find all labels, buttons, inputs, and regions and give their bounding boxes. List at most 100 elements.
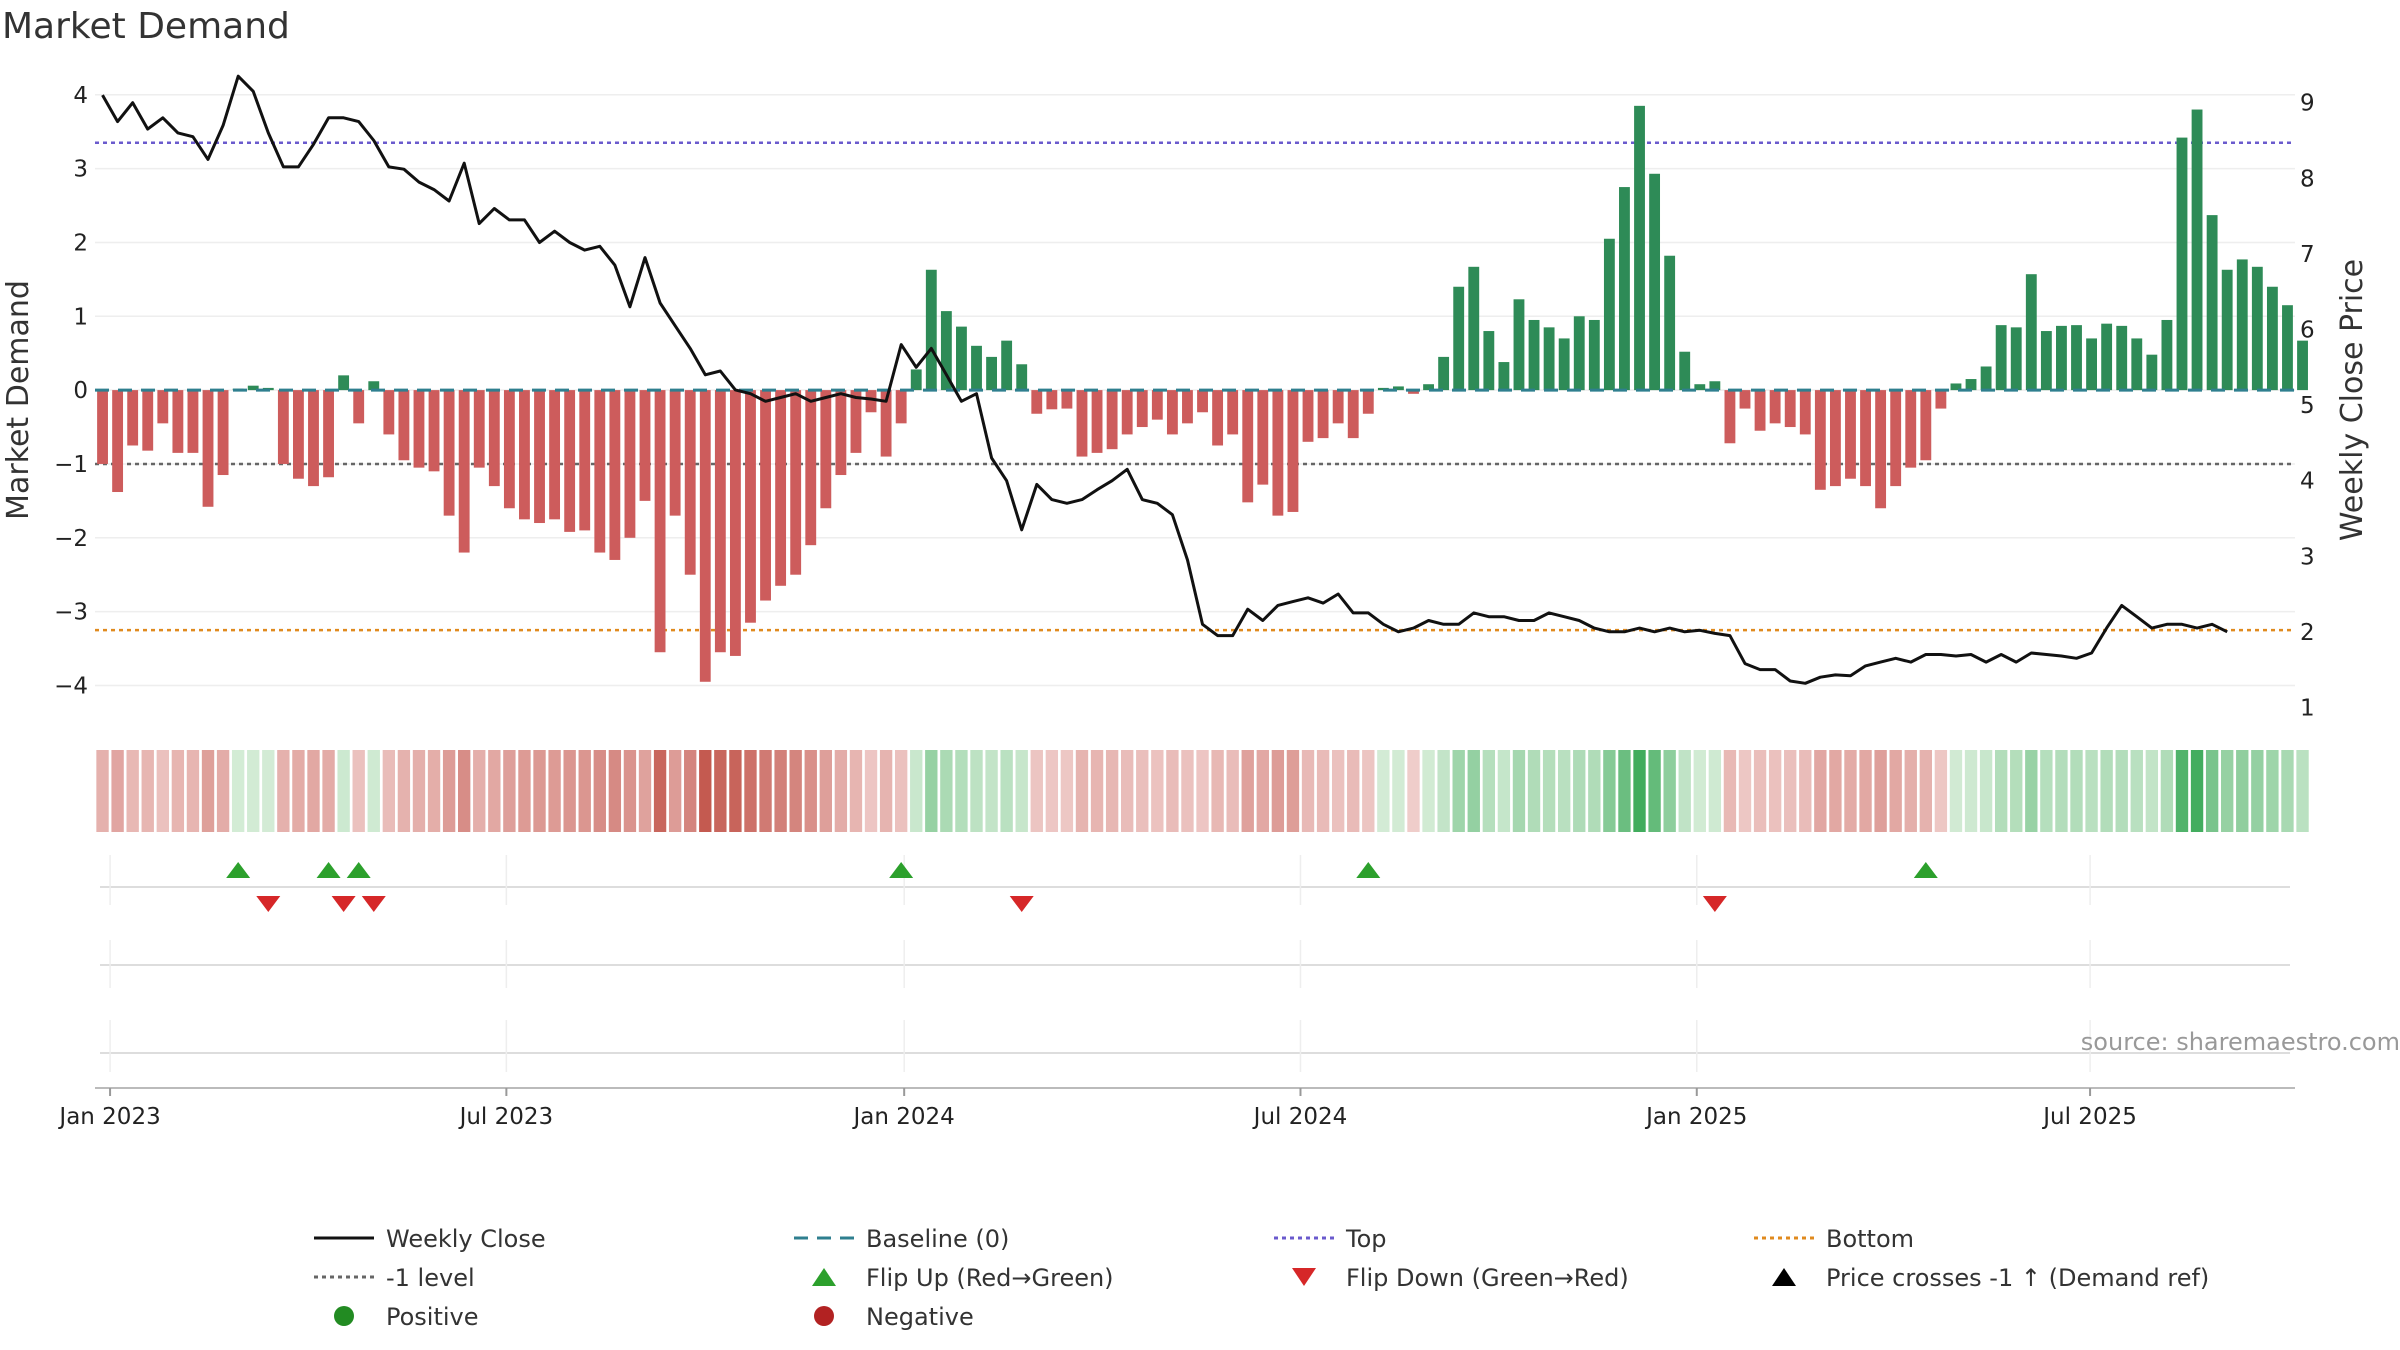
demand-bar (338, 375, 350, 391)
right-tick-label: 5 (2300, 393, 2315, 419)
demand-bar (1995, 325, 2007, 391)
heat-strip-cell (1573, 750, 1586, 832)
heat-strip-cell (1105, 750, 1119, 832)
demand-bar (2206, 215, 2218, 391)
heat-strip-cell (2205, 750, 2219, 832)
demand-bar (594, 390, 606, 553)
demand-bar (1302, 390, 1314, 442)
heat-strip-cell (1211, 750, 1224, 832)
demand-bar (353, 390, 365, 424)
heat-strip-cell (141, 750, 154, 832)
heat-strip-cell (2251, 750, 2264, 832)
demand-bar (97, 390, 108, 464)
heat-strip-cell (1407, 750, 1420, 832)
demand-bar (1634, 105, 1645, 391)
demand-bar (2086, 338, 2097, 391)
heat-strip-cell (1844, 750, 1857, 832)
demand-bar (1845, 390, 1856, 479)
demand-bar (1513, 299, 1525, 391)
demand-bar (172, 390, 184, 453)
demand-bar (669, 390, 681, 516)
legend-label: Baseline (0) (866, 1225, 1009, 1253)
demand-bar (1573, 316, 1585, 391)
demand-bar (714, 390, 726, 653)
demand-bar (1709, 381, 1721, 391)
heat-strip-cell (1271, 750, 1285, 832)
demand-bar (519, 390, 530, 520)
demand-bar (1965, 379, 1977, 391)
demand-bar (1317, 390, 1329, 439)
demand-bar (1106, 390, 1118, 450)
heat-strip-cell (1362, 750, 1375, 832)
heat-strip-cell (759, 750, 772, 832)
left-tick-label: −2 (54, 526, 88, 552)
demand-bar (1875, 390, 1887, 509)
left-axis-ticks: 4 3 2 1 0 −1 −2 −3 −4 (54, 83, 88, 700)
demand-bar (2131, 338, 2143, 391)
demand-bar (277, 390, 289, 464)
demand-bar (383, 390, 395, 435)
demand-bar (880, 390, 892, 457)
flip-down-marker (361, 896, 386, 912)
heat-strip-cell (1015, 750, 1028, 832)
heat-strip-cell (126, 750, 139, 832)
legend-item: Flip Up (Red→Green) (812, 1264, 1114, 1292)
demand-bar (865, 390, 877, 413)
heat-strip-cell (1829, 750, 1842, 832)
demand-bar (1166, 390, 1178, 435)
heat-strip-cell (1753, 750, 1767, 832)
heat-strip-cell (277, 750, 290, 832)
left-axis-title: Market Demand (1, 280, 36, 520)
flip-up-marker (1913, 862, 1938, 878)
legend-label: Price crosses -1 ↑ (Demand ref) (1826, 1264, 2209, 1292)
right-tick-label: 4 (2300, 469, 2315, 495)
demand-bar (1031, 390, 1043, 414)
right-tick-label: 7 (2300, 242, 2315, 268)
demand-bar (2251, 266, 2263, 391)
demand-bar (1784, 390, 1796, 428)
demand-bar (127, 390, 139, 446)
demand-bar (368, 381, 380, 391)
demand-bar (835, 390, 847, 476)
heat-strip-cell (1919, 750, 1932, 832)
left-tick-label: 4 (73, 83, 88, 109)
demand-bar (775, 390, 787, 586)
heat-strip-cell (2025, 750, 2038, 832)
heat-strip-cell (307, 750, 320, 832)
demand-bar (1920, 390, 1932, 461)
demand-bar (850, 390, 862, 453)
legend-item: Weekly Close (314, 1225, 546, 1253)
left-tick-label: 0 (73, 378, 88, 404)
heat-strip-cell (337, 750, 350, 832)
heat-strip-cell (533, 750, 546, 832)
demand-bar (1679, 351, 1691, 391)
heat-strip-cell (1286, 750, 1300, 832)
legend-item: Positive (334, 1303, 479, 1331)
heat-strip-cell (608, 750, 622, 832)
flip-down-marker (256, 896, 281, 912)
heat-strip-cell (1437, 750, 1450, 832)
demand-bar (112, 390, 124, 493)
demand-bar (956, 326, 967, 391)
x-tick-label: Jul 2023 (458, 1104, 554, 1130)
demand-bar (805, 390, 817, 546)
demand-bar (1257, 390, 1269, 485)
demand-bar (2176, 137, 2188, 391)
heat-strip-cell (684, 750, 697, 832)
heat-strip-cell (2175, 750, 2189, 832)
demand-bar (1935, 390, 1947, 409)
demand-bar (142, 390, 154, 451)
x-axis-ticks: Jan 2023 Jul 2023 Jan 2024 Jul 2024 Jan 2025… (57, 1087, 2295, 1130)
legend-label: Top (1345, 1225, 1387, 1253)
heat-strip-cell (879, 750, 893, 832)
x-tick-label: Jan 2024 (852, 1104, 955, 1130)
heat-strip-cell (1949, 750, 1963, 832)
right-axis-title: Weekly Close Price (2335, 259, 2370, 541)
heat-strip-cell (623, 750, 637, 832)
heat-strip-cell (2115, 750, 2128, 832)
demand-bar (1814, 390, 1826, 490)
heat-strip-cell (1768, 750, 1782, 832)
demand-bar (1197, 390, 1208, 413)
heat-strip-cell (1934, 750, 1948, 832)
